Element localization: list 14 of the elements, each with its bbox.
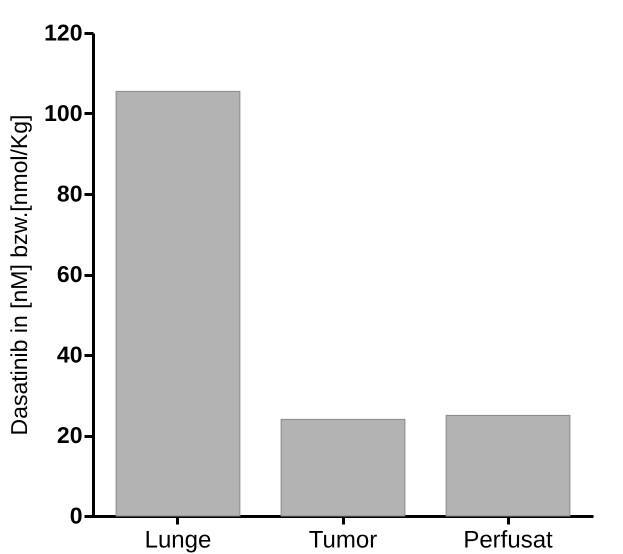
x-tick-label: Tumor [308,526,378,554]
x-tick-label: Lunge [144,526,212,554]
y-tick-label: 80 [56,180,82,206]
bar [280,418,406,516]
x-tick-label: Perfusat [463,526,554,554]
y-tick-label: 40 [56,342,82,368]
y-axis-title: Dasatinib in [nM] bzw.[nmol/Kg] [6,114,32,436]
bar [446,414,570,516]
y-tick-label: 60 [56,261,82,287]
y-tick-label: 100 [44,100,82,126]
bar [116,90,240,516]
y-tick-label: 0 [70,502,82,528]
y-tick-label: 120 [44,20,82,46]
y-tick-label: 20 [56,422,82,448]
